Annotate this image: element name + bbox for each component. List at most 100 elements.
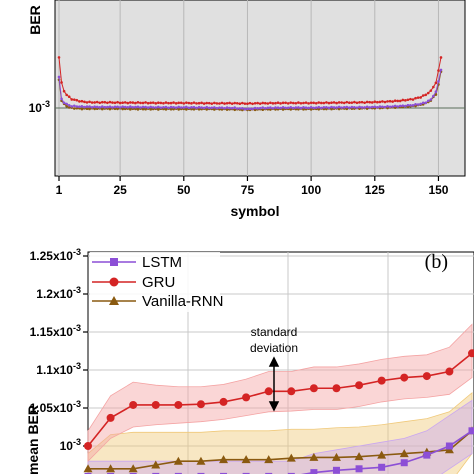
top-point-vanilla-59 (205, 108, 209, 111)
top-point-gru-75 (246, 102, 249, 106)
top-point-gru-130 (386, 100, 389, 103)
top-point-lstm-6 (70, 105, 74, 108)
top-point-gru-65 (220, 101, 224, 105)
top-point-lstm-143 (419, 102, 422, 106)
top-point-vanilla-16 (95, 107, 99, 111)
top-point-lstm-145 (424, 101, 428, 105)
top-point-gru-78 (253, 102, 257, 105)
top-point-lstm-71 (235, 107, 239, 110)
top-point-lstm-37 (149, 105, 152, 109)
top-point-vanilla-12 (85, 107, 89, 111)
bottom-point-gru-8 (242, 393, 251, 402)
top-point-lstm-133 (393, 104, 397, 108)
top-point-vanilla-89 (281, 108, 285, 111)
top-point-lstm-19 (103, 105, 107, 109)
top-point-gru-109 (332, 101, 336, 104)
top-point-gru-92 (289, 101, 293, 104)
top-point-lstm-114 (345, 105, 349, 109)
top-point-lstm-4 (65, 102, 68, 106)
bottom-point-gru-2 (106, 413, 115, 422)
top-point-lstm-50 (182, 106, 186, 109)
top-point-gru-116 (350, 101, 354, 104)
top-point-lstm-41 (159, 106, 163, 109)
top-point-gru-66 (223, 102, 226, 105)
top-point-gru-107 (327, 101, 331, 105)
top-point-vanilla-100 (309, 108, 313, 111)
top-point-gru-105 (322, 101, 326, 105)
top-point-gru-151 (439, 56, 443, 59)
top-point-gru-58 (202, 102, 206, 105)
top-point-lstm-74 (243, 107, 247, 111)
top-point-gru-84 (269, 101, 272, 105)
top-point-lstm-27 (123, 105, 127, 109)
top-point-vanilla-130 (386, 106, 389, 110)
top-point-lstm-122 (365, 105, 369, 109)
top-point-lstm-33 (139, 106, 142, 109)
bottom-point-vanilla-1 (83, 464, 93, 473)
top-point-vanilla-48 (177, 108, 180, 111)
top-point-lstm-66 (223, 106, 226, 110)
top-point-gru-67 (225, 101, 229, 105)
top-point-gru-74 (243, 102, 247, 105)
top-point-gru-126 (376, 100, 379, 104)
top-point-vanilla-5 (67, 106, 71, 109)
top-point-lstm-64 (218, 106, 221, 109)
top-point-lstm-121 (363, 106, 366, 109)
top-point-lstm-90 (284, 106, 287, 110)
bottom-point-lstm-5 (174, 472, 182, 474)
top-point-vanilla-26 (121, 107, 124, 111)
top-point-gru-20 (106, 101, 109, 105)
bottom-point-vanilla-6 (196, 456, 206, 465)
top-point-vanilla-27 (123, 107, 127, 111)
top-point-gru-10 (80, 99, 84, 103)
top-point-vanilla-78 (253, 108, 257, 112)
top-point-gru-102 (314, 101, 318, 105)
bottom-point-lstm-6 (197, 472, 205, 474)
top-point-lstm-104 (320, 106, 323, 110)
bottom-point-vanilla-3 (128, 464, 138, 473)
top-point-gru-141 (414, 96, 417, 100)
top-point-gru-30 (131, 101, 135, 104)
top-point-gru-56 (197, 101, 201, 105)
top-point-vanilla-32 (136, 108, 140, 111)
top-point-lstm-82 (263, 106, 267, 110)
top-point-lstm-68 (228, 106, 231, 110)
top-point-gru-120 (360, 100, 364, 104)
top-point-lstm-15 (93, 105, 96, 109)
top-point-lstm-144 (421, 101, 425, 105)
top-point-gru-98 (304, 101, 308, 104)
top-point-lstm-141 (414, 102, 417, 106)
top-point-gru-95 (297, 101, 300, 104)
top-point-lstm-125 (373, 105, 377, 109)
top-point-lstm-99 (307, 106, 310, 110)
bottom-point-vanilla-12 (331, 452, 341, 461)
bottom-point-lstm-4 (152, 472, 160, 474)
bottom-ytick-4: 1.05x10-3 (30, 399, 81, 415)
panel-label-b: (b) (425, 251, 448, 273)
top-point-gru-70 (233, 101, 237, 105)
top-point-gru-71 (235, 101, 239, 105)
bottom-point-vanilla-9 (264, 455, 274, 464)
top-point-gru-77 (251, 102, 254, 106)
top-point-lstm-86 (274, 106, 277, 109)
top-point-lstm-18 (100, 105, 104, 108)
top-point-gru-133 (393, 99, 397, 102)
bottom-point-vanilla-10 (286, 453, 296, 462)
top-point-gru-72 (238, 102, 242, 106)
top-point-gru-14 (90, 101, 94, 104)
top-point-lstm-117 (353, 105, 356, 109)
bottom-point-gru-15 (400, 373, 409, 382)
top-point-lstm-52 (187, 106, 191, 110)
bottom-point-gru-1 (84, 442, 92, 450)
top-point-gru-97 (302, 101, 305, 105)
top-point-lstm-148 (432, 94, 435, 98)
top-point-gru-6 (70, 98, 74, 101)
top-point-lstm-57 (200, 106, 203, 109)
top-point-lstm-47 (174, 106, 178, 109)
top-point-gru-83 (266, 102, 270, 105)
top-point-gru-44 (167, 101, 170, 105)
top-point-vanilla-149 (434, 93, 438, 96)
top-point-gru-22 (111, 101, 114, 104)
legend-item-vanilla-rnn: Vanilla-RNN (92, 293, 223, 310)
top-point-gru-1 (57, 56, 61, 59)
